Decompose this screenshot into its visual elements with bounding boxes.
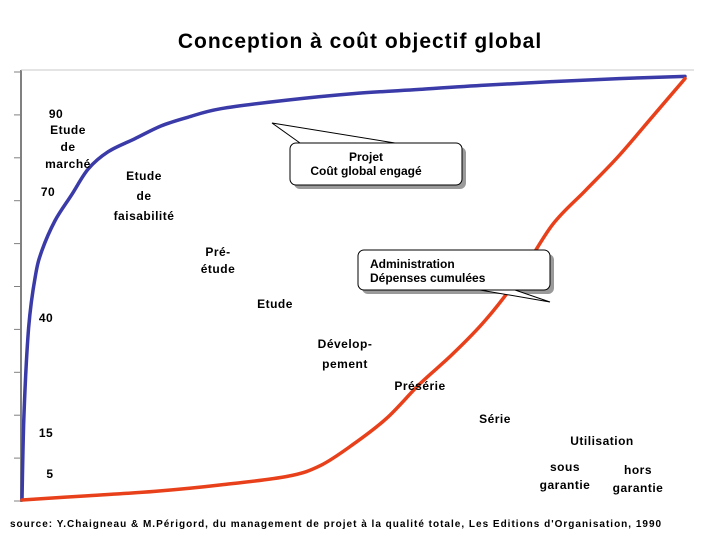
phase-label-line: garantie <box>540 478 591 492</box>
phase-label-line: hors <box>624 463 652 477</box>
y-tick-label: 15 <box>39 426 53 440</box>
phase-label-line: faisabilité <box>114 209 175 223</box>
phase-label-line: marché <box>45 157 91 171</box>
y-tick-labels: 90 70 40 15 5 <box>39 107 63 481</box>
y-tick-label: 40 <box>39 311 53 325</box>
y-tick-label: 90 <box>49 107 63 121</box>
phase-label-line: Etude <box>126 169 162 183</box>
y-tick-label: 70 <box>41 185 55 199</box>
phase-label: Etude de marché <box>45 123 91 171</box>
phase-label-line: Dévelop- <box>318 337 373 351</box>
spent-cost-line <box>20 76 687 502</box>
callout-text: Coût global engagé <box>310 164 422 178</box>
phase-label-line: Etude <box>257 297 293 311</box>
phase-label-line: de <box>60 140 75 154</box>
chart-series <box>20 74 687 502</box>
phase-label-line: de <box>136 189 151 203</box>
phase-label-line: Utilisation <box>570 434 634 448</box>
chart-axes <box>14 69 694 502</box>
phase-label-line: Etude <box>50 123 86 137</box>
source-note: source: Y.Chaigneau & M.Périgord, du man… <box>10 519 663 530</box>
phase-labels: Etude de marché Etude de faisabilité Pré-étude… <box>45 123 663 495</box>
committed-cost-line <box>20 74 687 502</box>
phase-label-line: pement <box>322 357 368 371</box>
phase-label: Présérie <box>394 379 445 393</box>
phase-label: hors garantie <box>613 463 664 495</box>
phase-label-line: Pré- <box>205 245 230 259</box>
callout-text: Projet <box>349 150 383 164</box>
callout-text: Administration <box>370 257 455 271</box>
phase-label: Etude de faisabilité <box>114 169 175 223</box>
phase-label-line: sous <box>550 460 580 474</box>
phase-label-line: Présérie <box>394 379 445 393</box>
phase-label: Utilisation <box>570 434 634 448</box>
callout-pointer <box>271 122 396 144</box>
phase-label: sous garantie <box>540 460 591 492</box>
callout-text: Dépenses cumulées <box>370 271 486 285</box>
phase-label: Dévelop-pement <box>318 337 373 371</box>
phase-label: Pré-étude <box>201 245 236 276</box>
chart-title: Conception à coût objectif global <box>177 30 543 53</box>
phase-label-line: étude <box>201 262 236 276</box>
phase-label: Etude <box>257 297 293 311</box>
y-tick-label: 5 <box>46 467 53 481</box>
phase-label: Série <box>479 412 511 426</box>
phase-label-line: Série <box>479 412 511 426</box>
callout-rect <box>289 142 463 186</box>
phase-label-line: garantie <box>613 481 664 495</box>
callout-rect <box>357 249 551 291</box>
